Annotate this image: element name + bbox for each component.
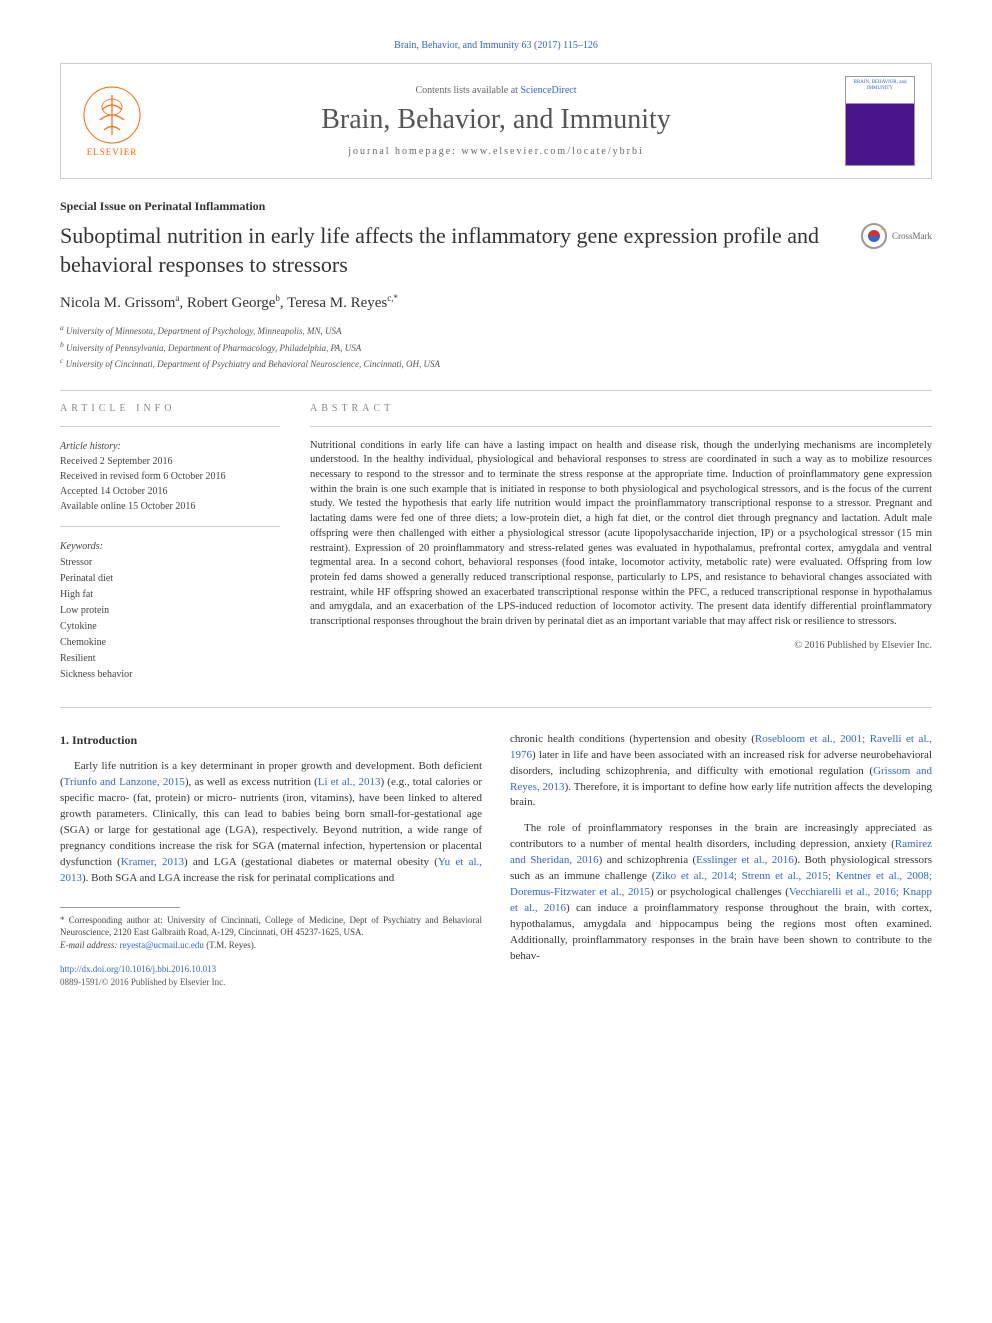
intro-paragraph-1: Early life nutrition is a key determinan… — [60, 759, 482, 887]
body-paragraph: chronic health conditions (hypertension … — [510, 732, 932, 812]
body-column-left: 1. Introduction Early life nutrition is … — [60, 732, 482, 990]
crossmark-label: CrossMark — [892, 231, 932, 241]
sciencedirect-link[interactable]: ScienceDirect — [520, 85, 576, 96]
footnote-separator — [60, 907, 180, 908]
contents-prefix: Contents lists available at — [415, 85, 520, 96]
email-suffix: (T.M. Reyes). — [204, 940, 256, 950]
citation-link[interactable]: Kramer, 2013 — [121, 856, 184, 868]
affiliation-a: a University of Minnesota, Department of… — [60, 322, 932, 339]
affiliation-c: c University of Cincinnati, Department o… — [60, 355, 932, 372]
keyword-item: Perinatal diet — [60, 571, 280, 586]
keyword-item: Cytokine — [60, 619, 280, 634]
affiliation-b: b University of Pennsylvania, Department… — [60, 339, 932, 356]
email-link[interactable]: reyesta@ucmail.uc.edu — [120, 940, 204, 950]
abstract-column: ABSTRACT Nutritional conditions in early… — [310, 403, 932, 683]
author-3: , Teresa M. Reyes — [280, 295, 387, 311]
body-column-right: chronic health conditions (hypertension … — [510, 732, 932, 990]
divider — [60, 426, 280, 427]
history-online: Available online 15 October 2016 — [60, 499, 280, 514]
homepage-url[interactable]: www.elsevier.com/locate/ybrbi — [461, 146, 643, 157]
article-info-column: ARTICLE INFO Article history: Received 2… — [60, 403, 280, 683]
footnote-email: E-mail address: reyesta@ucmail.uc.edu (T… — [60, 939, 482, 952]
abstract-label: ABSTRACT — [310, 403, 932, 414]
journal-header: ELSEVIER Contents lists available at Sci… — [60, 63, 932, 179]
footnote-text: * Corresponding author at: University of… — [60, 914, 482, 939]
abstract-copyright: © 2016 Published by Elsevier Inc. — [310, 640, 932, 651]
article-info-label: ARTICLE INFO — [60, 403, 280, 414]
header-center: Contents lists available at ScienceDirec… — [147, 85, 845, 157]
elsevier-label: ELSEVIER — [87, 147, 138, 157]
journal-name: Brain, Behavior, and Immunity — [147, 104, 845, 136]
history-received: Received 2 September 2016 — [60, 454, 280, 469]
divider — [60, 390, 932, 391]
body-paragraph: The role of proinflammatory responses in… — [510, 821, 932, 964]
keywords-block: Keywords: Stressor Perinatal diet High f… — [60, 539, 280, 682]
affiliations: a University of Minnesota, Department of… — [60, 322, 932, 372]
info-abstract-row: ARTICLE INFO Article history: Received 2… — [60, 403, 932, 683]
divider — [60, 526, 280, 527]
body-columns: 1. Introduction Early life nutrition is … — [60, 732, 932, 990]
crossmark-icon — [860, 222, 888, 250]
citation-link[interactable]: Li et al., 2013 — [318, 776, 381, 788]
history-label: Article history: — [60, 439, 280, 454]
divider — [60, 707, 932, 708]
author-2: , Robert George — [179, 295, 275, 311]
divider — [310, 426, 932, 427]
keywords-label: Keywords: — [60, 539, 280, 554]
elsevier-logo: ELSEVIER — [77, 81, 147, 161]
intro-heading: 1. Introduction — [60, 732, 482, 749]
crossmark-badge[interactable]: CrossMark — [860, 222, 932, 250]
keyword-item: Chemokine — [60, 635, 280, 650]
keyword-item: Stressor — [60, 555, 280, 570]
citation-link[interactable]: Esslinger et al., 2016 — [696, 854, 794, 866]
keyword-item: Resilient — [60, 651, 280, 666]
keyword-item: High fat — [60, 587, 280, 602]
author-3-sup: c,* — [387, 293, 398, 303]
corresponding-author-footnote: * Corresponding author at: University of… — [60, 914, 482, 952]
cover-thumb-text: BRAIN, BEHAVIOR, and IMMUNITY — [846, 77, 914, 91]
citation-link[interactable]: Triunfo and Lanzone, 2015 — [64, 776, 185, 788]
abstract-text: Nutritional conditions in early life can… — [310, 439, 932, 630]
article-history: Article history: Received 2 September 20… — [60, 439, 280, 514]
authors: Nicola M. Grissoma, Robert Georgeb, Tere… — [60, 293, 932, 312]
keyword-item: Sickness behavior — [60, 667, 280, 682]
homepage-prefix: journal homepage: — [348, 146, 461, 157]
citation-line: Brain, Behavior, and Immunity 63 (2017) … — [60, 40, 932, 51]
contents-line: Contents lists available at ScienceDirec… — [147, 85, 845, 96]
author-1: Nicola M. Grissom — [60, 295, 175, 311]
history-accepted: Accepted 14 October 2016 — [60, 484, 280, 499]
special-issue-label: Special Issue on Perinatal Inflammation — [60, 199, 932, 214]
email-label: E-mail address: — [60, 940, 120, 950]
homepage-line: journal homepage: www.elsevier.com/locat… — [147, 146, 845, 157]
journal-cover-thumbnail: BRAIN, BEHAVIOR, and IMMUNITY — [845, 76, 915, 166]
history-revised: Received in revised form 6 October 2016 — [60, 469, 280, 484]
issn-copyright: 0889-1591/© 2016 Published by Elsevier I… — [60, 976, 482, 989]
elsevier-tree-icon — [82, 85, 142, 145]
doi-link[interactable]: http://dx.doi.org/10.1016/j.bbi.2016.10.… — [60, 963, 482, 976]
article-title: Suboptimal nutrition in early life affec… — [60, 222, 932, 279]
keyword-item: Low protein — [60, 603, 280, 618]
